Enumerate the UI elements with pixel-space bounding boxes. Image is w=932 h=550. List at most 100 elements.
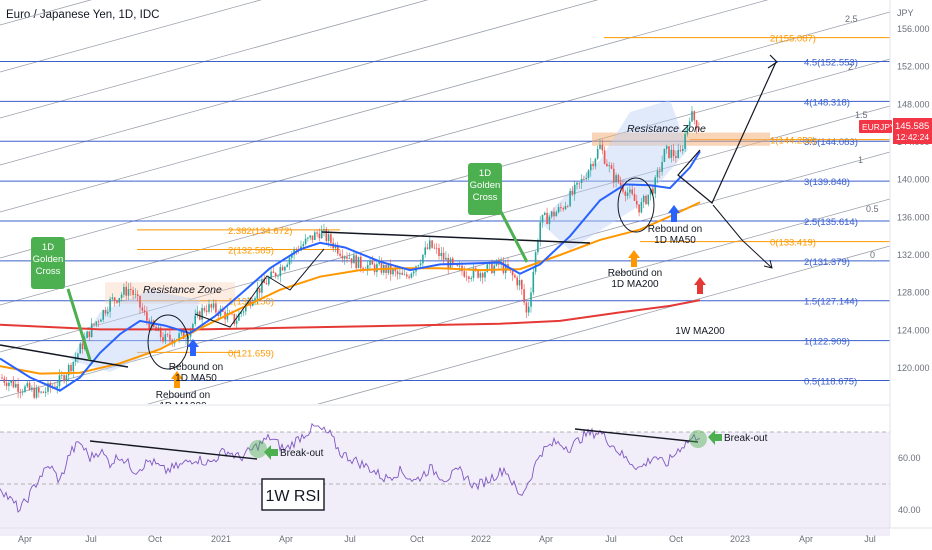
candle — [100, 318, 102, 322]
candle-body — [323, 229, 325, 231]
candle — [419, 259, 422, 268]
candle-body — [633, 194, 636, 201]
candle-body — [77, 353, 79, 359]
candle — [481, 271, 484, 284]
rebound-ma50-label-line: Rebound on — [169, 362, 224, 373]
ma50-daily-line — [0, 150, 701, 392]
candle — [79, 341, 81, 354]
candle-body — [502, 261, 505, 273]
candle-body — [146, 312, 148, 321]
projection-arrow — [677, 61, 777, 204]
candle-body — [74, 358, 77, 362]
candle — [24, 384, 26, 394]
candle-body — [562, 208, 564, 210]
candle — [302, 241, 305, 248]
candle — [28, 381, 31, 391]
candle-body — [93, 323, 95, 325]
candle-body — [587, 170, 590, 178]
candle-body — [442, 252, 445, 260]
candle — [629, 183, 631, 199]
candle-body — [19, 391, 22, 393]
candle-body — [537, 241, 539, 253]
price-badge-value: 145.585 — [895, 121, 929, 132]
time-tick-label: Apr — [279, 534, 293, 544]
time-tick-label: Apr — [18, 534, 32, 544]
candle-body — [663, 148, 666, 162]
candle — [164, 330, 167, 344]
candle-body — [452, 258, 454, 264]
candle-body — [212, 303, 215, 308]
candle-body — [3, 378, 6, 383]
candle — [97, 319, 100, 327]
candle-body — [491, 262, 493, 274]
candle-body — [102, 310, 104, 320]
candle-body — [468, 276, 470, 279]
candle-body — [578, 182, 581, 184]
candle-body — [88, 331, 91, 337]
candle-body — [350, 258, 353, 264]
candle-body — [254, 298, 256, 303]
candle — [279, 263, 282, 283]
golden-cross-pointer — [66, 288, 92, 361]
candle — [617, 173, 620, 184]
candle-body — [293, 249, 295, 255]
candle — [284, 265, 286, 273]
candle-body — [261, 279, 263, 293]
candle-body — [481, 273, 484, 278]
fib-level-label: 2.5(135.614) — [804, 217, 858, 228]
candle — [130, 282, 132, 296]
candle — [81, 338, 84, 354]
time-axis[interactable]: Apr Jul Oct 2021 Apr Jul Oct 2022 Apr Jul Oct 2023 A… — [18, 534, 876, 544]
candle — [514, 273, 516, 279]
golden-cross-label-line: Cross — [473, 192, 498, 203]
candle-body — [477, 270, 479, 278]
candle — [10, 380, 12, 387]
candle-body — [576, 182, 578, 185]
candle-body — [353, 255, 355, 264]
candle — [339, 250, 341, 258]
rsi-trend-line — [574, 428, 699, 443]
candle-body — [205, 310, 208, 312]
candle-body — [465, 276, 468, 278]
candle — [686, 125, 689, 137]
candle — [596, 145, 599, 160]
blue-arrow-icon — [668, 205, 680, 222]
candle-body — [564, 206, 567, 210]
candle-body — [486, 264, 489, 272]
candle — [258, 288, 261, 299]
candle-body — [79, 343, 81, 354]
candle — [603, 146, 606, 165]
candle — [201, 304, 203, 326]
candle — [270, 267, 272, 279]
candle-body — [185, 338, 187, 340]
candle-body — [171, 339, 173, 344]
candle — [532, 266, 535, 296]
golden-cross-box — [468, 163, 502, 215]
candle-body — [426, 247, 429, 249]
candle — [472, 264, 475, 282]
candle-body — [327, 234, 330, 241]
candle-body — [166, 334, 169, 335]
ma200-daily-line — [0, 201, 701, 375]
fib-level-label: 4(148.318) — [804, 97, 850, 108]
candle — [263, 273, 265, 284]
candle-body — [435, 247, 438, 249]
candle — [316, 229, 318, 238]
candle-body — [314, 232, 316, 240]
candle — [412, 269, 415, 277]
candle-body — [642, 195, 645, 203]
candle — [479, 271, 482, 282]
candle-body — [274, 272, 277, 277]
candle-body — [268, 277, 270, 285]
candle — [548, 214, 551, 231]
candle-body — [553, 211, 555, 217]
candle — [274, 272, 277, 279]
candle-body — [672, 149, 675, 157]
candle — [468, 275, 470, 284]
candle — [470, 275, 472, 282]
candle — [261, 274, 263, 298]
candle-body — [162, 337, 164, 342]
